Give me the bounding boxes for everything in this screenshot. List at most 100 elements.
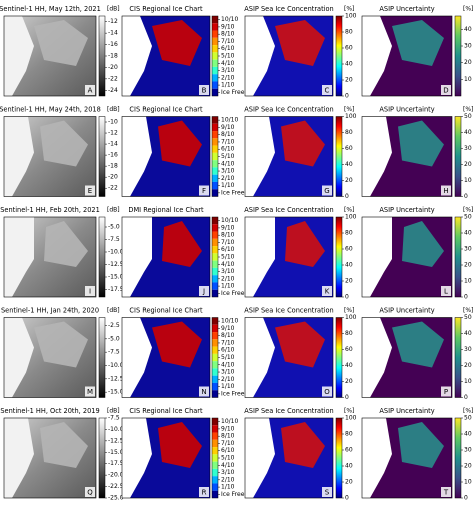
colorbar-label: -5.0 [108, 224, 120, 231]
panel-title: ASIP Sea Ice Concentration [244, 407, 333, 415]
letter-box [441, 85, 451, 95]
colorbar-segment [212, 116, 218, 124]
colorbar-segment [212, 432, 218, 440]
ice-region [281, 422, 325, 468]
image-frame [244, 417, 334, 499]
letter-box [441, 185, 451, 196]
panel-letter: F [202, 187, 206, 195]
colorbar-label: 4/10 [221, 261, 235, 268]
image-frame [121, 417, 211, 499]
colorbar-label: 30 [464, 346, 472, 353]
colorbar-label: 6/10 [221, 246, 235, 253]
colorbar-label: -10.0 [108, 426, 124, 433]
colorbar-frame [211, 317, 219, 398]
colorbar-label: -12 [108, 130, 118, 137]
colorbar-label: Ice Free [221, 491, 245, 498]
colorbar-label: 20 [345, 177, 353, 184]
colorbar-label: 6/10 [221, 45, 235, 52]
ice-region [40, 120, 88, 167]
image-frame [121, 116, 211, 197]
letter-box [322, 487, 332, 497]
colorbar-segment [212, 425, 218, 433]
ice-region [44, 221, 88, 267]
colorbar-label: 5/10 [221, 153, 235, 160]
panel-letter: H [443, 187, 448, 195]
land [362, 317, 392, 398]
letter-box [322, 386, 332, 397]
colorbar-label: -22.5 [108, 483, 124, 490]
colorbar-segment [212, 81, 218, 89]
letter-box [199, 85, 209, 95]
image-frame [361, 417, 453, 499]
panel: ASIP Sea Ice Concentration S 100 80 60 40 20 0 [… [244, 407, 356, 502]
colorbar-label: 60 [345, 447, 353, 454]
image-frame [244, 15, 334, 97]
colorbar-segment [212, 246, 218, 254]
colorbar-label: 4/10 [221, 361, 235, 368]
colorbar-frame [454, 417, 462, 499]
colorbar-label: 6/10 [221, 146, 235, 153]
colorbar-label: 1/10 [221, 484, 235, 491]
colorbar-segment [212, 167, 218, 175]
colorbar-label: 4/10 [221, 160, 235, 167]
colorbar-unit: [%] [463, 307, 473, 314]
colorbar-label: 60 [345, 145, 353, 152]
colorbar-label: 2/10 [221, 275, 235, 282]
colorbar-label: -12 [108, 18, 118, 25]
colorbar-unit: [%] [463, 408, 473, 415]
colorbar [336, 116, 342, 197]
colorbar-label: 2/10 [221, 376, 235, 383]
panel: ASIP Sea Ice Concentration O 100 80 60 40 20 0 [… [244, 307, 356, 402]
colorbar-segment [212, 181, 218, 190]
land [245, 16, 275, 96]
colorbar-label: -12.5 [108, 375, 124, 382]
colorbar-label: 10 [464, 278, 472, 285]
colorbar-segment [212, 461, 218, 469]
colorbar-label: 30 [464, 246, 472, 253]
land [122, 116, 152, 197]
colorbar-label: -20 [108, 64, 118, 71]
colorbar-label: 1/10 [221, 283, 235, 290]
colorbar-label: 10 [464, 76, 472, 83]
colorbar-segment [212, 282, 218, 290]
panel-title: CIS Regional Ice Chart [129, 106, 203, 114]
panel-letter: K [325, 288, 330, 296]
colorbar-label: 50 [464, 314, 472, 321]
colorbar-segment [212, 375, 218, 383]
colorbar-label: 7/10 [221, 38, 235, 45]
land [122, 16, 152, 96]
colorbar-label: -15.0 [108, 389, 124, 396]
colorbar-label: 9/10 [221, 325, 235, 332]
panel-title: ASIP Uncertainty [379, 407, 434, 415]
colorbar-segment [212, 468, 218, 477]
colorbar-label: 7/10 [221, 339, 235, 346]
colorbar-label: 80 [345, 129, 353, 136]
colorbar-frame [211, 216, 219, 298]
panel-title: ASIP Sea Ice Concentration [244, 106, 333, 114]
panel-letter: L [444, 288, 448, 296]
colorbar-label: 0 [464, 193, 468, 200]
colorbar-label: 50 [464, 214, 472, 221]
letter-box [441, 487, 451, 497]
land [362, 217, 392, 297]
panel-letter: A [88, 87, 93, 95]
colorbar-label: 20 [464, 463, 472, 470]
colorbar-unit: [dB] [107, 6, 120, 13]
colorbar-label: 20 [464, 362, 472, 369]
colorbar-label: 50 [464, 113, 472, 120]
colorbar-label: 20 [345, 278, 353, 285]
image-frame [244, 317, 334, 398]
image-frame [361, 317, 453, 398]
letter-box [322, 85, 332, 95]
colorbar-label: -7.5 [108, 236, 120, 243]
colorbar-label: -2.5 [108, 322, 120, 329]
image-frame [3, 216, 97, 298]
colorbar-label: 60 [345, 246, 353, 253]
colorbar-label: 40 [345, 262, 353, 269]
land [4, 418, 34, 498]
panel-letter: O [324, 388, 330, 396]
panel: CIS Regional Ice Chart N 10/109/108/107/10… [121, 307, 245, 398]
letter-box [322, 286, 332, 296]
letter-box [441, 286, 451, 296]
ice-region [402, 221, 444, 267]
